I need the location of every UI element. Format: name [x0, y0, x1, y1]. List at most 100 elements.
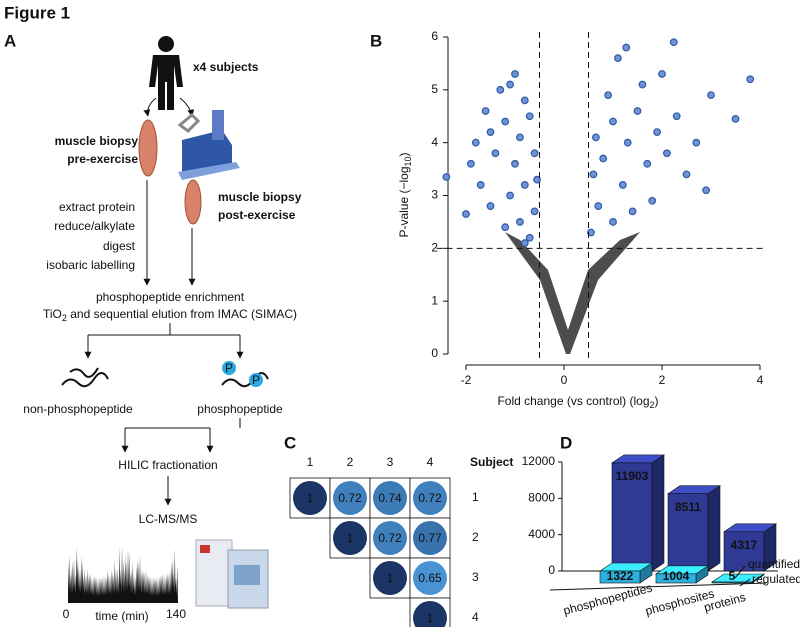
correlation-circle: [373, 481, 407, 515]
arrow: [179, 97, 195, 117]
point: [462, 210, 470, 218]
panel-label: B: [370, 31, 382, 50]
point: [506, 191, 515, 200]
time-label: time (min): [95, 609, 148, 623]
point: [669, 38, 678, 47]
panel-label: C: [284, 433, 296, 452]
lcms-label: LC-MS/MS: [139, 512, 198, 526]
correlation-circle: [333, 521, 367, 555]
value-label: 1: [347, 531, 354, 545]
point: [525, 112, 534, 121]
point: [599, 154, 608, 163]
x-tick-label: -2: [461, 373, 472, 387]
time-tick: 140: [166, 607, 186, 621]
instrument-icon: [195, 539, 269, 609]
row-label: 3: [472, 570, 479, 584]
point: [530, 149, 539, 158]
correlation-circle: [413, 521, 447, 555]
point: [533, 175, 541, 184]
text: ): [655, 394, 659, 408]
point: [594, 202, 603, 210]
bar: [599, 570, 641, 584]
value-label: 0.74: [378, 491, 402, 505]
value-label: 5: [729, 569, 736, 583]
step: reduce/alkylate: [54, 219, 135, 233]
panel-label: A: [4, 31, 16, 50]
point: [496, 85, 505, 94]
non-phospho-label: non-phosphopeptide: [23, 402, 133, 416]
column-label: 1: [307, 455, 314, 469]
correlation-circle: [373, 521, 407, 555]
point: [623, 138, 632, 147]
bar: [711, 581, 753, 584]
point: [663, 149, 671, 158]
step: isobaric labelling: [46, 258, 135, 272]
point: [476, 181, 485, 189]
point: [486, 202, 495, 210]
point: [672, 112, 681, 121]
point: [516, 133, 524, 142]
bar: [611, 462, 653, 572]
x-tick-label: 0: [561, 373, 568, 387]
y-tick-label: 4: [431, 135, 438, 149]
correlation-circle: [293, 481, 327, 515]
bracket: [88, 323, 240, 336]
figure-title: Figure 1: [4, 3, 70, 22]
point: [614, 54, 622, 63]
muscle-icon: [184, 179, 202, 225]
bar-3d: 8511: [667, 485, 721, 572]
elution-label: TiO2 and sequential elution from IMAC (S…: [43, 307, 297, 323]
category-label: phosphopeptides: [562, 581, 654, 618]
value-label: 0.72: [338, 491, 362, 505]
point: [648, 196, 657, 205]
panel-label: D: [560, 433, 572, 452]
enrichment-label: phosphopeptide enrichment: [96, 290, 245, 304]
point: [702, 186, 710, 195]
x-axis-title: Fold change (vs control) (log2): [497, 394, 658, 410]
peptide-icon: [61, 367, 109, 388]
legend-label: regulated: [752, 572, 800, 586]
point: [589, 170, 598, 179]
point: [520, 181, 529, 189]
value-label: 8511: [675, 500, 701, 514]
bar-3d: 1004: [655, 565, 709, 584]
point: [501, 117, 510, 126]
y-tick-label: 8000: [528, 491, 555, 505]
muscle-icon: [138, 119, 158, 177]
correlation-circle: [413, 601, 447, 627]
pre-label: muscle biopsy: [55, 134, 139, 148]
point: [622, 43, 631, 52]
point: [628, 207, 637, 216]
bar: [655, 573, 697, 584]
point: [731, 114, 740, 123]
point: [506, 80, 515, 89]
text: ): [397, 152, 411, 156]
point: [587, 228, 595, 237]
legend-leader: [734, 565, 751, 587]
point: [633, 107, 642, 115]
point: [467, 159, 475, 168]
value-label: 1004: [663, 569, 690, 583]
y-tick-label: 4000: [528, 527, 555, 541]
post-label: muscle biopsy: [218, 190, 302, 204]
text: Fold change (vs control) (log: [497, 394, 649, 408]
bar-side: [651, 454, 665, 572]
x-tick-label: 4: [757, 373, 764, 387]
correlation-circle: [373, 561, 407, 595]
point: [501, 223, 510, 232]
value-label: 1: [427, 611, 434, 625]
bar: [667, 493, 709, 572]
point: [471, 138, 480, 147]
point: [643, 159, 652, 168]
y-tick-label: 12000: [522, 454, 556, 468]
subscript: 2: [62, 313, 67, 323]
value-label: 1: [307, 491, 314, 505]
point: [525, 233, 534, 242]
point: [486, 128, 495, 137]
p-badge: P: [252, 373, 260, 387]
y-axis-title: P-value (−log10): [397, 152, 413, 237]
point: [511, 159, 519, 168]
text: and sequential elution from IMAC (SIMAC): [67, 307, 297, 321]
point: [609, 117, 617, 126]
y-tick-label: 0: [548, 563, 555, 577]
